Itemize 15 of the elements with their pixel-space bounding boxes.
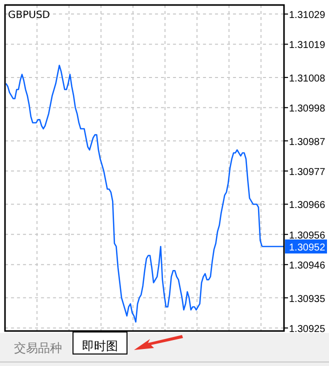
y-tick-label: 1.30946 — [289, 260, 326, 272]
text: 交易品种 — [14, 341, 62, 355]
y-tick-label: 1.31019 — [289, 40, 326, 52]
y-tick-label: 1.31029 — [289, 10, 326, 22]
y-tick-label: 1.30925 — [289, 324, 326, 335]
y-tick-label: 1.30966 — [289, 200, 326, 212]
text: 即时图 — [82, 339, 118, 353]
y-tick-label: 1.30987 — [289, 136, 326, 148]
y-tick-label: 1.30998 — [289, 104, 326, 115]
y-tick-label: 1.30977 — [289, 167, 326, 178]
text: GBPUSD — [8, 10, 50, 21]
y-tick-label: 1.31008 — [289, 73, 326, 84]
y-tick-label: 1.30956 — [289, 230, 326, 242]
y-tick-label: 1.30935 — [289, 294, 326, 305]
ref-line-label: 1.30952 — [289, 242, 326, 254]
